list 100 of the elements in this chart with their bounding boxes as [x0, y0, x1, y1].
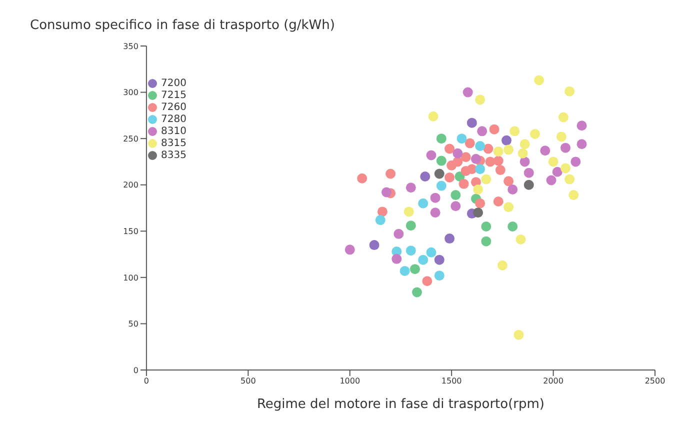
x-tick-label: 2500 [644, 376, 666, 386]
point [466, 118, 477, 128]
point [508, 184, 518, 194]
point [560, 142, 570, 153]
point [428, 111, 438, 122]
point [504, 176, 514, 186]
legend-label: 8315 [161, 138, 186, 149]
point [520, 139, 530, 150]
point [430, 192, 440, 203]
point [444, 144, 455, 154]
point [510, 126, 520, 136]
point [475, 140, 486, 151]
point [434, 254, 444, 265]
point [524, 168, 534, 178]
legend-label: 7280 [161, 114, 186, 125]
x-tick-label: 1500 [441, 376, 462, 386]
point [568, 190, 579, 200]
point [460, 166, 471, 176]
point [534, 75, 544, 86]
point [502, 135, 512, 146]
y-axis-title: Consumo specifico in fase di trasporto (g/kWh) [30, 18, 335, 33]
point [489, 124, 500, 134]
y-tick-label: 100 [123, 273, 138, 282]
point [418, 198, 428, 208]
point [483, 144, 494, 154]
legend-label: 8335 [161, 150, 186, 161]
point [530, 128, 540, 139]
point [570, 156, 581, 167]
point [426, 150, 436, 160]
point [386, 168, 396, 179]
point [418, 254, 428, 265]
y-tick-label: 200 [123, 180, 138, 190]
point [400, 266, 410, 276]
point [381, 187, 392, 198]
y-tick-label: 250 [123, 134, 138, 144]
point [410, 264, 420, 274]
point [477, 126, 488, 136]
point [497, 260, 508, 270]
point [434, 270, 444, 281]
point [464, 138, 475, 148]
legend-label: 7215 [161, 90, 186, 101]
point [518, 148, 528, 158]
point [462, 87, 473, 98]
point [475, 164, 486, 174]
point [576, 139, 587, 150]
x-tick-label: 0 [144, 376, 149, 386]
point [470, 154, 481, 164]
point [404, 206, 414, 217]
y-tick-label: 350 [123, 42, 138, 51]
point [495, 165, 506, 176]
point [493, 156, 504, 166]
point [524, 180, 534, 190]
point [564, 174, 575, 184]
point [456, 134, 467, 144]
point [422, 276, 432, 286]
point [564, 86, 575, 96]
point [473, 184, 484, 194]
legend-label: 8310 [161, 126, 186, 137]
point [548, 156, 558, 167]
point [369, 240, 380, 250]
y-tick-label: 300 [123, 88, 138, 98]
point [485, 156, 496, 167]
point [344, 244, 355, 255]
point [450, 190, 461, 200]
point [434, 168, 444, 179]
point [436, 180, 446, 191]
point [493, 146, 504, 157]
point [516, 234, 526, 244]
point [460, 152, 471, 162]
point [475, 94, 486, 105]
point [412, 287, 422, 298]
point [504, 144, 514, 155]
point [430, 208, 440, 218]
point [444, 172, 455, 182]
point [540, 146, 550, 156]
point [481, 236, 492, 246]
y-tick-label: 150 [123, 226, 138, 236]
x-tick-label: 500 [240, 376, 256, 386]
y-tick-label: 0 [133, 366, 138, 375]
point [481, 174, 492, 184]
point [436, 134, 446, 144]
point [377, 206, 388, 217]
point [560, 163, 570, 174]
point [475, 198, 486, 208]
point [444, 234, 455, 244]
point [420, 172, 430, 182]
point [520, 156, 530, 167]
point [392, 254, 402, 264]
y-tick-label: 50 [128, 320, 138, 329]
x-tick-label: 2000 [543, 376, 564, 386]
point [504, 202, 514, 212]
point [473, 208, 484, 218]
legend-label: 7260 [161, 102, 186, 113]
x-tick-label: 1000 [340, 376, 360, 386]
point [576, 120, 587, 131]
x-axis-title: Regime del motore in fase di trasporto(rpm) [256, 397, 545, 412]
point [481, 222, 492, 232]
point [436, 156, 446, 166]
point [546, 175, 556, 186]
point [446, 160, 457, 170]
